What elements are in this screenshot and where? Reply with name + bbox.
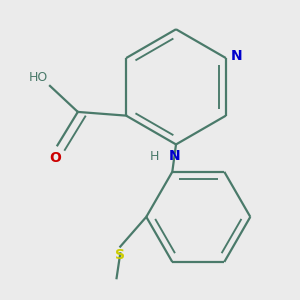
Text: N: N — [169, 149, 180, 163]
Text: HO: HO — [29, 71, 48, 84]
Text: N: N — [230, 49, 242, 63]
Text: S: S — [115, 248, 125, 262]
Text: O: O — [50, 151, 61, 165]
Text: H: H — [150, 150, 159, 163]
